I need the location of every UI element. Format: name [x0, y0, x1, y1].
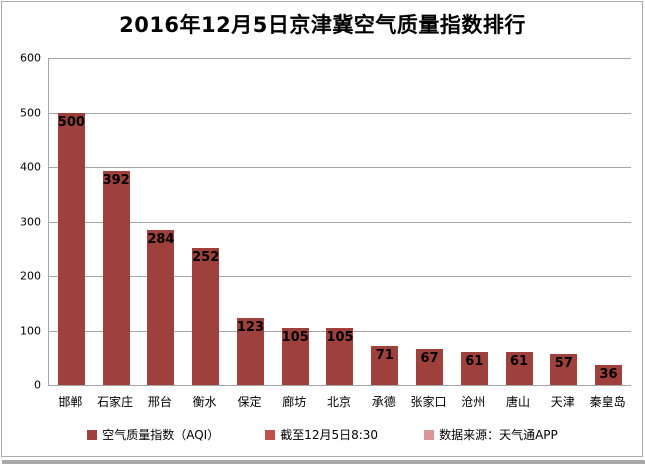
x-axis-category-label: 石家庄 — [97, 395, 134, 409]
bar-邯郸: 500 — [57, 112, 85, 385]
legend-label: 空气质量指数（AQI） — [102, 428, 220, 442]
bar-value-label: 392 — [102, 173, 130, 189]
bar-column: 105 — [273, 58, 318, 385]
bar-张家口: 67 — [416, 348, 443, 385]
y-axis-tick-label: 100 — [20, 324, 41, 337]
legend-item: 空气质量指数（AQI） — [87, 429, 219, 441]
x-axis-labels: 邯郸 石家庄 邢台 衡水 保定 廊坊 北京 承德 张家口 沧州 唐山 天津 秦皇岛 — [48, 393, 630, 410]
y-axis-tick-label: 500 — [20, 106, 41, 119]
bar-column: 105 — [318, 58, 363, 385]
gridline — [49, 276, 631, 277]
x-axis-category-label: 天津 — [550, 395, 575, 409]
bar-column: 123 — [228, 58, 273, 385]
legend-item: 数据来源：天气通APP — [424, 429, 558, 441]
legend-swatch — [87, 430, 98, 440]
bar-column: 61 — [452, 58, 497, 385]
y-axis-tick-label: 400 — [20, 160, 41, 174]
gridline — [49, 112, 631, 114]
bars-layer: 500 392 284 252 123 105 105 71 67 61 61 57 36 — [49, 58, 631, 385]
bar-value-label: 105 — [281, 329, 309, 345]
bar-唐山: 61 — [505, 351, 533, 385]
bar-秦皇岛: 36 — [595, 365, 623, 385]
bar-value-label: 67 — [420, 350, 439, 366]
x-axis-category-label: 邯郸 — [58, 395, 83, 409]
bar-value-label: 123 — [236, 319, 265, 335]
bar-column: 252 — [183, 58, 228, 385]
gridline — [49, 167, 631, 168]
bar-value-label: 61 — [465, 353, 484, 369]
bar-保定: 123 — [236, 317, 265, 385]
bar-value-label: 57 — [554, 355, 573, 371]
y-axis-tick-label: 300 — [20, 215, 41, 228]
plot-area: 0 100 200 300 400 500 600 500 392 284 252 123 105 10… — [20, 53, 631, 391]
bar-北京: 105 — [326, 327, 354, 385]
bar-衡水: 252 — [192, 247, 220, 385]
bar-value-label: 284 — [147, 232, 175, 248]
x-axis-category-label: 秦皇岛 — [589, 395, 626, 409]
gridline — [49, 221, 631, 223]
bar-column: 61 — [497, 58, 542, 385]
x-axis-category-label: 衡水 — [192, 395, 217, 409]
legend-swatch — [265, 430, 276, 440]
bar-邢台: 284 — [147, 230, 174, 385]
x-axis-category-label: 承德 — [371, 395, 396, 409]
x-axis-category-label: 廊坊 — [282, 395, 307, 409]
bar-天津: 57 — [550, 353, 578, 385]
x-axis-category-label: 北京 — [326, 395, 351, 409]
bar-沧州: 61 — [460, 351, 488, 385]
x-axis-category-label: 唐山 — [506, 395, 531, 409]
bar-石家庄: 392 — [103, 171, 130, 385]
y-axis-tick-label: 0 — [34, 378, 41, 392]
legend-swatch — [424, 430, 435, 440]
bar-value-label: 105 — [326, 329, 354, 345]
bar-value-label: 36 — [599, 367, 618, 383]
bar-column: 500 — [49, 58, 94, 385]
bar-column: 67 — [407, 58, 452, 385]
bar-column: 284 — [139, 58, 184, 385]
legend-item: 截至12月5日8:30 — [265, 429, 378, 441]
bar-column: 71 — [362, 58, 407, 385]
x-axis-category-label: 邢台 — [147, 395, 172, 409]
bar-承德: 71 — [371, 346, 399, 385]
bar-value-label: 252 — [192, 249, 220, 265]
x-axis-category-label: 张家口 — [410, 395, 447, 409]
bar-column: 57 — [541, 58, 586, 385]
frame-shadow — [2, 460, 645, 464]
bar-column: 392 — [94, 58, 139, 385]
legend: 空气质量指数（AQI） 截至12月5日8:30 数据来源：天气通APP — [0, 429, 645, 441]
bar-column: 36 — [586, 58, 631, 385]
y-axis-tick-label: 600 — [20, 51, 41, 65]
bar-廊坊: 105 — [281, 327, 309, 385]
gridline — [49, 58, 631, 59]
bar-value-label: 61 — [509, 353, 529, 369]
x-axis-category-label: 保定 — [237, 395, 262, 409]
chart-title: 2016年12月5日京津冀空气质量指数排行 — [119, 13, 526, 37]
legend-label: 截至12月5日8:30 — [280, 428, 379, 442]
bar-value-label: 500 — [57, 114, 85, 130]
legend-label: 数据来源：天气通APP — [439, 428, 558, 442]
bar-value-label: 71 — [375, 348, 394, 364]
y-axis-tick-label: 200 — [20, 269, 41, 283]
x-axis-category-label: 沧州 — [461, 395, 486, 409]
